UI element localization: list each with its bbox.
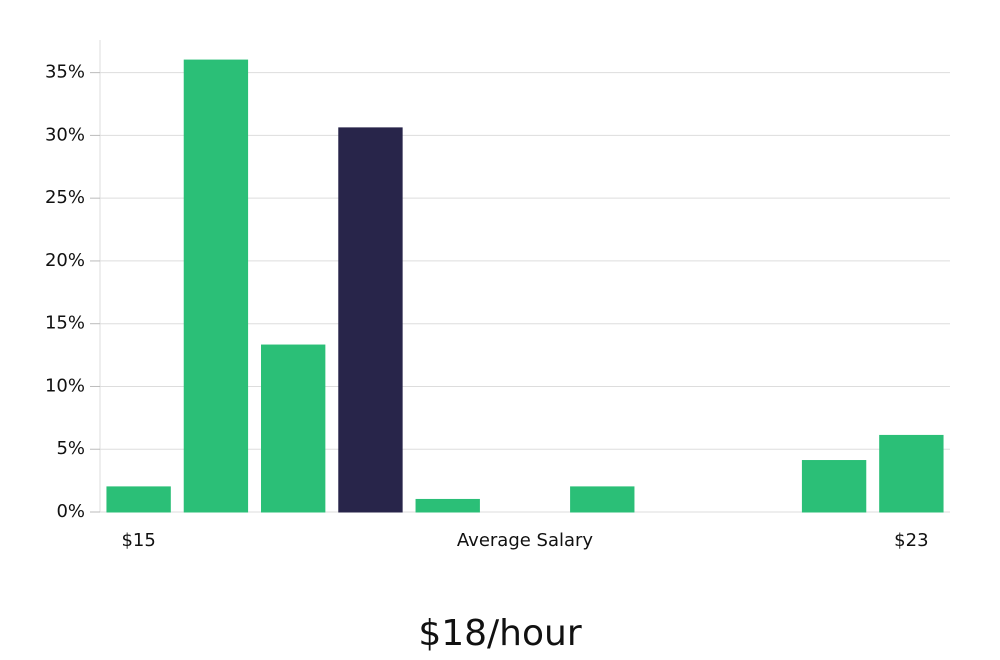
y-tick-label: 30% <box>45 124 85 145</box>
x-axis-label: Average Salary <box>457 530 594 551</box>
y-tick-label: 20% <box>45 250 85 271</box>
bar <box>801 460 867 513</box>
y-tick-label: 0% <box>56 501 85 522</box>
y-tick-label: 15% <box>45 313 85 334</box>
bar <box>106 486 171 513</box>
x-tick-label: $15 <box>121 530 155 551</box>
chart-subtitle: $18/hour <box>418 613 582 654</box>
x-tick-label: $23 <box>894 530 928 551</box>
bar <box>183 59 249 513</box>
bar <box>879 434 944 513</box>
y-tick-label: 10% <box>45 375 85 396</box>
bar <box>570 486 635 513</box>
y-tick-label: 25% <box>45 187 85 208</box>
bar <box>261 344 326 513</box>
y-tick-label: 5% <box>56 438 85 459</box>
bar <box>338 127 403 513</box>
bar <box>415 498 480 513</box>
y-tick-label: 35% <box>45 62 85 83</box>
